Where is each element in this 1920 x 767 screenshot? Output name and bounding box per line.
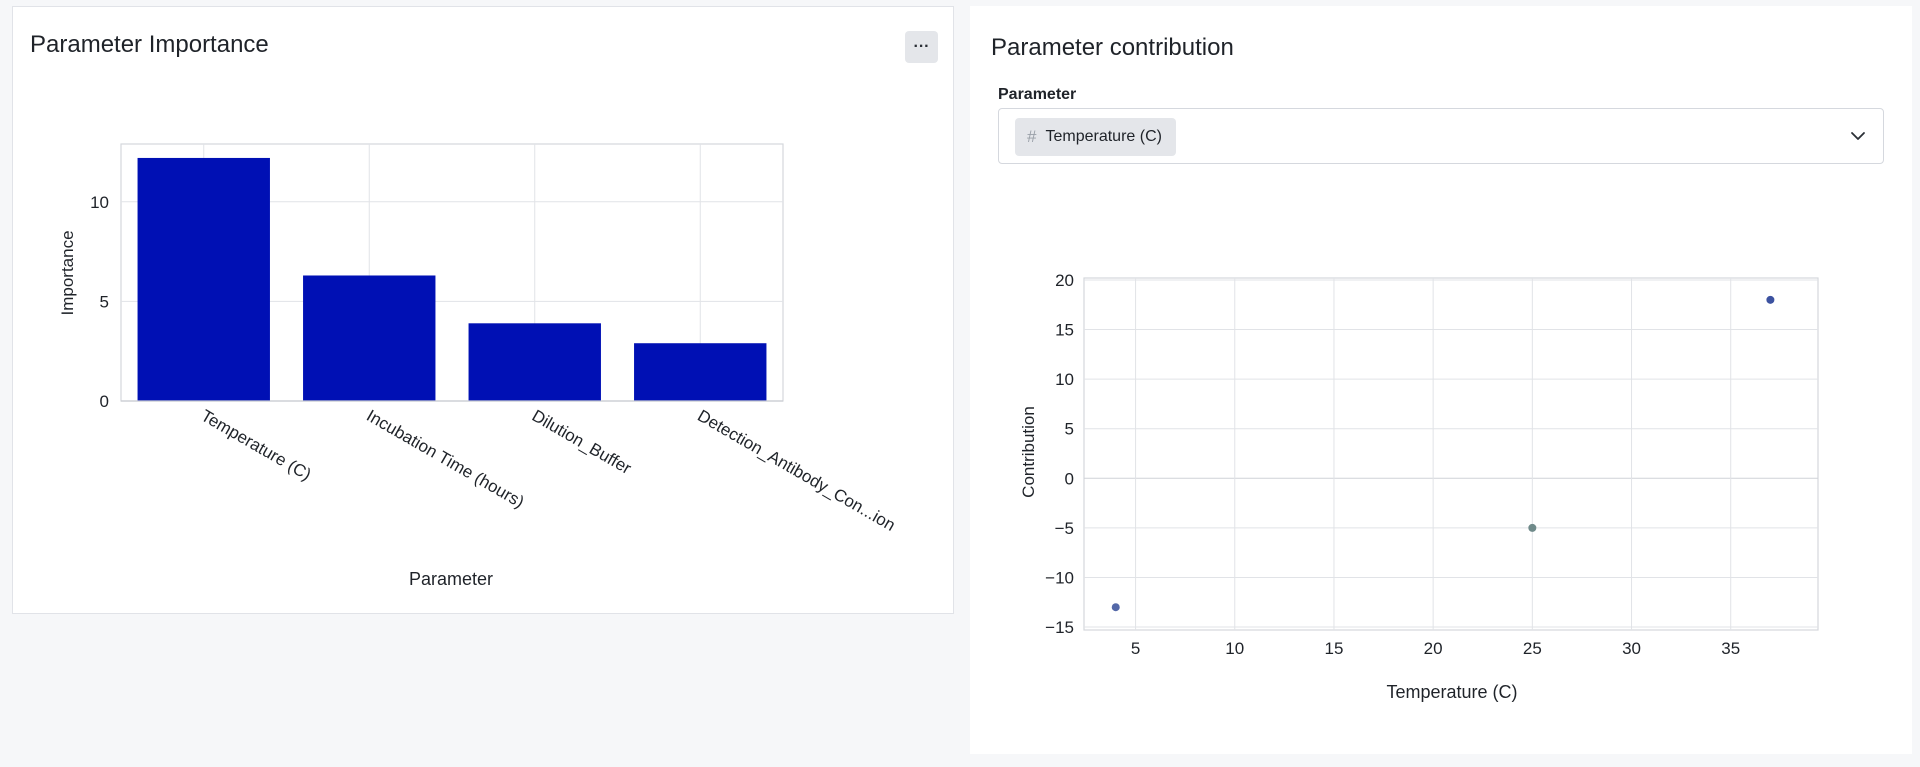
scatter-chart-axes: −15 −10 −5 0 5 10 15 20 5 10 15 20 25 30 35 [1045, 271, 1740, 658]
parameter-select[interactable]: # Temperature (C) [998, 108, 1884, 164]
scatter-y-tick-label: −10 [1045, 568, 1074, 587]
scatter-y-tick-label: 10 [1055, 370, 1074, 389]
bar-chart-y-axis-label: Importance [58, 230, 77, 315]
chevron-down-icon[interactable] [1849, 127, 1867, 145]
bar[interactable] [634, 343, 767, 401]
scatter-chart-x-axis-label: Temperature (C) [1386, 682, 1517, 702]
scatter-point[interactable] [1528, 523, 1537, 532]
scatter-x-tick-label: 25 [1523, 639, 1542, 658]
bar-y-tick-label: 10 [90, 193, 109, 212]
scatter-point[interactable] [1766, 295, 1775, 304]
parameter-importance-panel: Parameter Importance ··· 0 5 10 Temperature… [12, 6, 954, 614]
parameter-field-label: Parameter [998, 86, 1077, 103]
bar-y-tick-label: 5 [100, 292, 109, 311]
bar-chart-bars [137, 157, 767, 401]
bar-y-tick-label: 0 [100, 392, 109, 411]
bar[interactable] [468, 323, 601, 401]
scatter-chart-grid [1083, 277, 1819, 631]
scatter-chart-points [1111, 295, 1775, 612]
scatter-x-tick-label: 10 [1225, 639, 1244, 658]
scatter-x-tick-label: 5 [1131, 639, 1140, 658]
scatter-y-tick-label: 0 [1065, 469, 1074, 488]
hash-icon: # [1027, 127, 1037, 146]
selected-parameter-label: Temperature (C) [1045, 128, 1162, 145]
more-options-button[interactable]: ··· [905, 31, 938, 63]
scatter-x-tick-label: 30 [1622, 639, 1641, 658]
selected-parameter-chip: # Temperature (C) [1015, 118, 1176, 156]
scatter-y-tick-label: −5 [1055, 519, 1074, 538]
bar-x-tick-label: Incubation Time (hours) [363, 406, 527, 512]
bar[interactable] [303, 275, 436, 401]
scatter-point[interactable] [1111, 603, 1120, 612]
scatter-chart-y-axis-label: Contribution [1019, 406, 1038, 498]
scatter-x-tick-label: 35 [1721, 639, 1740, 658]
bar-chart-x-axis-label: Parameter [409, 569, 493, 589]
scatter-y-tick-label: −15 [1045, 618, 1074, 637]
importance-title: Parameter Importance [30, 31, 269, 58]
scatter-y-tick-label: 5 [1065, 420, 1074, 439]
contribution-scatter-chart: −15 −10 −5 0 5 10 15 20 5 10 15 20 25 30 35 Contributi… [1019, 271, 1819, 702]
scatter-y-tick-label: 15 [1055, 321, 1074, 340]
parameter-contribution-panel: Parameter contribution Parameter # Tempe… [970, 6, 1912, 754]
scatter-y-tick-label: 20 [1055, 271, 1074, 290]
bar-x-tick-label: Detection_Antibody_Con...ion [694, 406, 898, 535]
bar-x-tick-label: Temperature (C) [198, 406, 315, 484]
importance-bar-chart: 0 5 10 Temperature (C) Incubation Time (hour… [58, 143, 899, 589]
scatter-x-tick-label: 15 [1324, 639, 1343, 658]
contribution-title: Parameter contribution [991, 34, 1234, 61]
scatter-plot-area [1083, 277, 1819, 631]
scatter-x-tick-label: 20 [1424, 639, 1443, 658]
bar[interactable] [137, 157, 270, 401]
bar-x-tick-label: Dilution_Buffer [529, 406, 635, 478]
